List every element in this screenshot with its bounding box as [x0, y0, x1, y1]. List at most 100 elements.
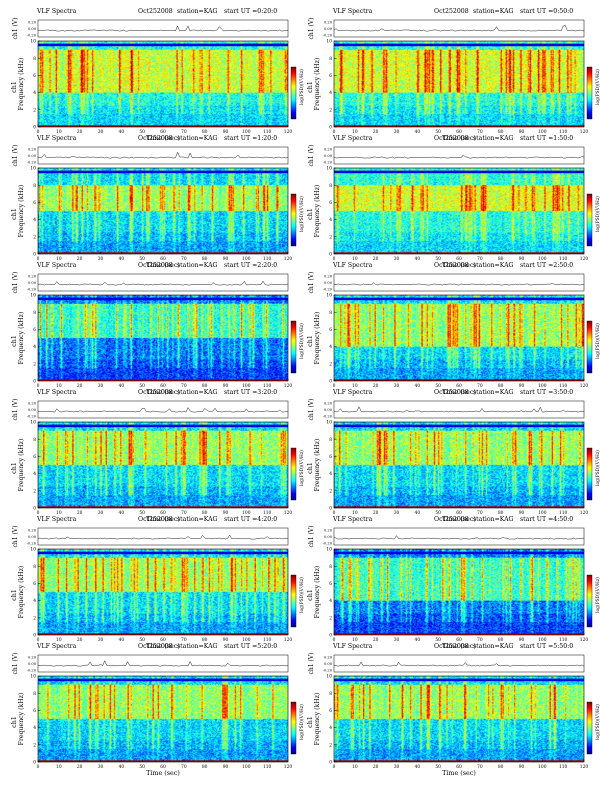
time-tick-label: 30 — [394, 638, 400, 643]
freq-tick-label: 0 — [329, 380, 332, 385]
freq-tick-label: 4 — [329, 91, 332, 96]
panel-header-station: station=KAG — [473, 135, 514, 142]
time-tick-label: 100 — [242, 257, 251, 262]
time-tick-label: 70 — [181, 130, 187, 135]
time-tick-label: 0 — [37, 765, 40, 770]
waveform-trace — [37, 534, 289, 540]
waveform-frame — [37, 19, 289, 38]
panel-header-station: station=KAG — [177, 135, 218, 142]
ch1-tick-label: 0.00 — [28, 27, 37, 31]
time-tick-label: 110 — [559, 765, 568, 770]
panel-header-station: station=KAG — [177, 643, 218, 650]
freq-tick-label: 10 — [30, 40, 36, 45]
ch1-axis-label: ch1 (V) — [308, 399, 315, 421]
time-tick-label: 110 — [559, 257, 568, 262]
spectrogram-image — [38, 549, 288, 635]
time-tick-label: 90 — [223, 257, 229, 262]
waveform-frame — [37, 400, 289, 419]
ch1-tick-label: 0.20 — [324, 655, 333, 659]
freq-tick-label: 8 — [329, 57, 332, 62]
time-tick-label: 70 — [477, 130, 483, 135]
spectrogram-panel: VLF Spectra Oct252008 station=KAG start UT … — [306, 516, 601, 650]
time-tick-label: 60 — [456, 638, 462, 643]
waveform-frame — [333, 400, 585, 419]
freq-tick-label: 4 — [33, 599, 36, 604]
panel-header-date: Oct252008 — [138, 516, 173, 523]
time-tick-label: 30 — [98, 511, 104, 516]
colorbar-label: log(PSD)(V²/Hz) — [595, 577, 601, 613]
waveform-trace — [333, 661, 585, 667]
time-tick-label: 70 — [477, 638, 483, 643]
spectrogram-channel-label: ch1 — [306, 335, 314, 347]
time-tick-label: 100 — [242, 130, 251, 135]
ch1-axis-label: ch1 (V) — [12, 18, 19, 40]
time-tick-label: 120 — [580, 638, 589, 643]
time-tick-label: 20 — [77, 130, 83, 135]
waveform-frame — [333, 273, 585, 292]
time-tick-label: 10 — [352, 511, 358, 516]
freq-tick-label: 0 — [33, 380, 36, 385]
spectrogram-image — [38, 676, 288, 762]
freq-tick-label: 2 — [329, 616, 332, 621]
freq-tick-label: 0 — [33, 761, 36, 766]
spectrogram-channel-label: ch1 — [306, 81, 314, 93]
spectrogram-image — [334, 549, 584, 635]
time-tick-label: 30 — [98, 257, 104, 262]
waveform-trace — [37, 280, 289, 286]
time-tick-label: 30 — [394, 765, 400, 770]
panel-header-station: station=KAG — [177, 389, 218, 396]
time-axis-label: Time (sec) — [442, 134, 476, 142]
panel-start-label: start UT =5:20:0 — [224, 643, 277, 650]
freq-tick-label: 0 — [329, 507, 332, 512]
time-tick-label: 90 — [223, 130, 229, 135]
time-tick-label: 80 — [202, 384, 208, 389]
freq-tick-label: 2 — [329, 108, 332, 113]
spectrogram-channel-label: ch1 — [10, 335, 18, 347]
freq-tick-label: 2 — [329, 743, 332, 748]
time-tick-label: 110 — [263, 511, 272, 516]
time-tick-label: 50 — [139, 638, 145, 643]
time-tick-label: 120 — [284, 384, 293, 389]
freq-tick-label: 0 — [329, 761, 332, 766]
time-tick-label: 90 — [223, 638, 229, 643]
time-tick-label: 50 — [435, 765, 441, 770]
spectrogram-panel: VLF Spectra Oct252008 station=KAG start UT … — [10, 135, 305, 269]
freq-tick-label: 8 — [33, 57, 36, 62]
spectrogram-image — [334, 422, 584, 508]
frequency-axis-label: Frequency (kHz) — [314, 693, 321, 746]
waveform-trace — [37, 151, 289, 159]
time-tick-label: 90 — [519, 765, 525, 770]
panel-header-title: VLF Spectra — [36, 516, 77, 523]
time-tick-label: 30 — [394, 130, 400, 135]
time-tick-label: 0 — [333, 511, 336, 516]
time-axis-label: Time (sec) — [442, 769, 476, 777]
freq-tick-label: 2 — [329, 235, 332, 240]
frequency-axis-label: Frequency (kHz) — [18, 693, 25, 746]
ch1-tick-label: 0.00 — [324, 662, 333, 666]
waveform-frame — [333, 146, 585, 165]
colorbar-label: log(PSD)(V²/Hz) — [299, 450, 305, 486]
time-tick-label: 20 — [373, 765, 379, 770]
freq-tick-label: 0 — [33, 507, 36, 512]
spectrogram-image — [334, 676, 584, 762]
spectrogram-panel: VLF Spectra Oct252008 station=KAG start UT … — [10, 389, 305, 523]
time-tick-label: 20 — [77, 257, 83, 262]
freq-tick-label: 2 — [329, 362, 332, 367]
ch1-tick-label: 0.00 — [324, 535, 333, 539]
freq-tick-label: 10 — [326, 40, 332, 45]
time-tick-label: 80 — [202, 130, 208, 135]
freq-tick-label: 10 — [326, 167, 332, 172]
time-tick-label: 70 — [181, 511, 187, 516]
spectrogram-channel-label: ch1 — [10, 716, 18, 728]
freq-tick-label: 6 — [329, 74, 332, 79]
spectrogram-panel: VLF Spectra Oct252008 station=KAG start UT … — [306, 643, 601, 777]
time-tick-label: 100 — [538, 511, 547, 516]
freq-tick-label: 10 — [326, 675, 332, 680]
spectrogram-panel: VLF Spectra Oct252008 station=KAG start UT … — [10, 262, 305, 396]
frequency-axis-label: Frequency (kHz) — [18, 58, 25, 111]
ch1-tick-label: -0.20 — [323, 668, 333, 672]
time-tick-label: 20 — [373, 638, 379, 643]
waveform-trace — [333, 154, 585, 159]
freq-tick-label: 4 — [329, 599, 332, 604]
panel-start-label: start UT =4:50:0 — [520, 516, 573, 523]
